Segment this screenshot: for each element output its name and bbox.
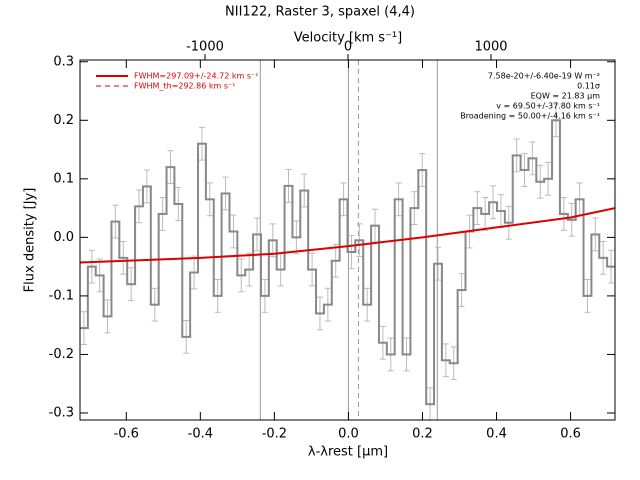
y-tick-label: 0.0 <box>53 230 74 245</box>
x-tick-label: 0.2 <box>412 427 433 442</box>
chart-title: NII122, Raster 3, spaxel (4,4) <box>225 5 415 20</box>
x-tick-label: 0.0 <box>338 427 359 442</box>
annotation: v = 69.50+/-37.80 km s⁻¹ <box>496 102 600 111</box>
x2-tick-label: 1000 <box>474 40 507 55</box>
plot-frame <box>79 59 616 421</box>
annotation: 0.11σ <box>577 82 600 91</box>
y-axis-label: Flux density [Jy] <box>23 188 38 293</box>
annotation: EQW = 21.83 μm <box>531 92 601 101</box>
y-tick-label: 0.2 <box>53 113 74 128</box>
legend-label: FWHM=297.09+/-24.72 km s⁻¹ <box>134 72 258 81</box>
y-tick-label: -0.1 <box>49 288 74 303</box>
plot-area <box>80 60 615 420</box>
fit-line <box>80 207 615 264</box>
annotation: Broadening = 50.00+/-4.16 km s⁻¹ <box>460 112 600 121</box>
x-tick-label: -0.6 <box>114 427 139 442</box>
y-tick-label: 0.1 <box>53 171 74 186</box>
x2-tick-label: 0 <box>344 40 352 55</box>
x2-axis-label: Velocity [km s⁻¹] <box>294 31 402 46</box>
annotation: 7.58e-20+/-6.40e-19 W m⁻² <box>488 72 600 81</box>
x-axis-label: λ-λrest [μm] <box>308 445 388 460</box>
y-tick-label: -0.2 <box>49 347 74 362</box>
y-tick-label: 0.3 <box>53 54 74 69</box>
x-tick-label: -0.4 <box>188 427 213 442</box>
x-tick-label: 0.4 <box>486 427 507 442</box>
x-tick-label: 0.6 <box>560 427 581 442</box>
x-tick-label: -0.2 <box>262 427 287 442</box>
x2-tick-label: -1000 <box>186 40 224 55</box>
y-tick-label: -0.3 <box>49 405 74 420</box>
legend-label: FWHM_th=292.86 km s⁻¹ <box>134 82 235 91</box>
